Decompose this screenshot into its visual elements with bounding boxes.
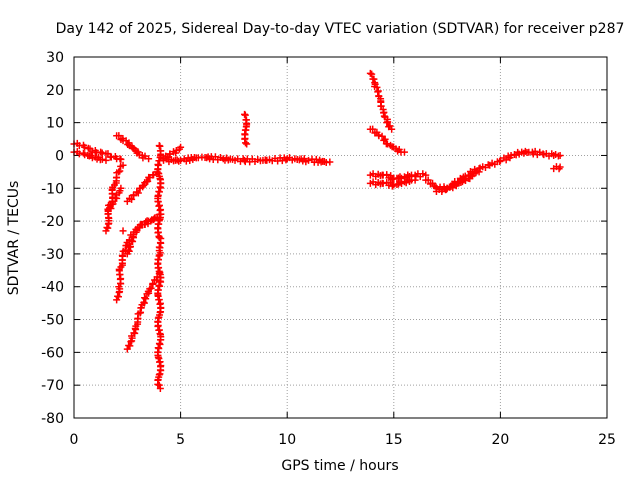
data-point [502,156,510,164]
data-point [147,284,155,292]
y-tick-label: 0 [55,148,64,164]
data-point [388,182,396,190]
data-point [141,152,149,160]
y-tick-label: -40 [41,280,64,296]
y-tick-label: -30 [41,247,64,263]
data-point [115,132,123,140]
data-point [400,148,408,156]
data-point [536,148,544,156]
data-point [147,217,155,225]
data-point [388,175,396,183]
data-point [116,167,124,175]
y-tick-label: -60 [41,345,64,361]
plot-frame [73,56,608,419]
data-point [368,70,376,78]
data-point [136,224,144,232]
data-point [126,342,134,350]
data-point [141,294,149,302]
data-point [81,143,89,151]
x-tick-label: 10 [278,432,296,448]
data-point [117,155,125,163]
data-point [454,179,462,187]
data-point [139,183,147,191]
data-point [142,295,150,303]
data-point [556,151,564,159]
data-point [370,75,378,83]
data-point [155,381,163,389]
x-tick-label: 20 [491,432,509,448]
data-point [133,188,141,196]
chart-title: Day 142 of 2025, Sidereal Day-to-day VTE… [56,21,625,37]
data-point [369,125,377,133]
data-point [411,176,419,184]
data-point [128,195,136,203]
x-axis-label: GPS time / hours [281,458,398,474]
data-point [156,384,164,392]
data-point [379,179,387,187]
data-point [166,150,174,158]
data-point [387,141,395,149]
data-point [384,118,392,126]
y-tick-label: 30 [46,50,64,66]
data-point [119,227,127,235]
y-tick-label: -50 [41,313,64,329]
data-point [145,155,153,163]
data-point [144,177,152,185]
data-point [117,184,125,192]
data-point [107,205,115,213]
data-point [172,147,180,155]
data-point [150,171,158,179]
data-point [154,380,162,388]
x-tick-label: 15 [385,432,403,448]
data-point [282,156,290,164]
x-tick-label: 5 [176,432,185,448]
y-tick-label: -70 [41,378,64,394]
data-point [98,155,106,163]
data-point [119,161,127,169]
data-point [97,148,105,156]
y-axis-label: SDTVAR / TECUs [6,181,22,296]
data-point [383,140,391,148]
data-point [381,135,389,143]
y-tick-label: -20 [41,214,64,230]
data-point [383,119,391,127]
data-point [305,156,313,164]
data-point [241,139,249,147]
data-points [70,69,564,392]
y-tick-labels: -80 -70 -60 -50 -40 -30 -20 -10 0 10 20 30 [41,50,64,427]
y-tick-label: -10 [41,181,64,197]
data-point [366,69,374,77]
data-point [141,221,149,229]
y-tick-label: 20 [46,83,64,99]
data-point [243,140,251,148]
x-tick-label: 25 [598,432,616,448]
data-point [460,176,468,184]
y-tick-label: 10 [46,116,64,132]
data-point [424,176,432,184]
data-point [472,169,480,177]
data-point [115,168,123,176]
data-point [388,125,396,133]
data-point [134,189,142,197]
data-point [373,83,381,91]
data-point [177,143,185,151]
y-tick-label: -80 [41,411,64,427]
data-point [102,156,110,164]
data-point [556,163,564,171]
x-tick-labels: 0 5 10 15 20 25 [70,432,616,448]
data-point [377,102,385,110]
data-point [475,168,483,176]
data-point [326,158,334,166]
data-point [140,298,148,306]
x-tick-label: 0 [70,432,79,448]
data-point [155,234,163,241]
